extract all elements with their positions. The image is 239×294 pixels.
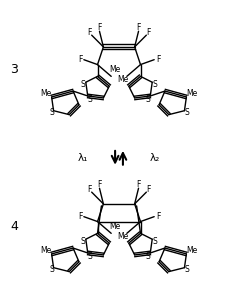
Text: S: S xyxy=(184,265,189,274)
Text: Me: Me xyxy=(109,222,121,231)
Text: F: F xyxy=(78,212,82,221)
Text: S: S xyxy=(87,96,92,104)
Text: F: F xyxy=(146,185,151,194)
Text: Me: Me xyxy=(187,245,198,255)
Text: Me: Me xyxy=(109,65,121,74)
Text: 4: 4 xyxy=(11,220,18,233)
Text: F: F xyxy=(97,23,102,32)
Text: F: F xyxy=(156,212,160,221)
Text: S: S xyxy=(81,80,85,89)
Text: F: F xyxy=(78,55,82,64)
Text: S: S xyxy=(49,108,54,117)
Text: F: F xyxy=(87,28,92,37)
Text: F: F xyxy=(136,180,141,189)
Text: F: F xyxy=(97,180,102,189)
Text: S: S xyxy=(146,96,151,104)
Text: F: F xyxy=(146,28,151,37)
Text: Me: Me xyxy=(117,75,129,84)
Text: S: S xyxy=(146,252,151,261)
Text: Me: Me xyxy=(117,232,129,241)
Text: S: S xyxy=(153,80,158,89)
Text: 3: 3 xyxy=(11,63,18,76)
Text: S: S xyxy=(81,237,85,246)
Text: S: S xyxy=(49,265,54,274)
Text: S: S xyxy=(153,237,158,246)
Text: Me: Me xyxy=(40,245,51,255)
Text: λ₁: λ₁ xyxy=(78,153,88,163)
Text: λ₂: λ₂ xyxy=(150,153,160,163)
Text: Me: Me xyxy=(187,88,198,98)
Text: F: F xyxy=(87,185,92,194)
Text: S: S xyxy=(87,252,92,261)
Text: Me: Me xyxy=(40,88,51,98)
Text: F: F xyxy=(156,55,160,64)
Text: S: S xyxy=(184,108,189,117)
Text: F: F xyxy=(136,23,141,32)
